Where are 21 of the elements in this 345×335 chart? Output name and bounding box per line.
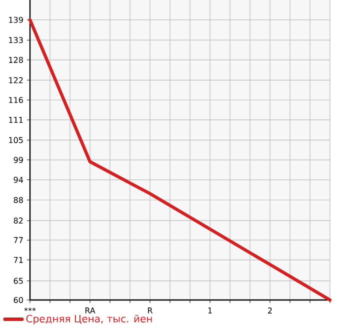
y-tick-label: 122	[9, 77, 23, 84]
y-tick-label: 139	[9, 16, 23, 23]
y-tick-label: 60	[14, 296, 23, 304]
y-tick-label: 116	[9, 96, 23, 104]
x-tick-label: 1	[208, 308, 212, 314]
y-tick-label: 77	[14, 237, 23, 243]
x-tick-label: 2	[268, 308, 272, 314]
y-tick-label: 65	[14, 278, 23, 284]
y-tick-label: 133	[9, 37, 23, 44]
y-tick-label: 128	[9, 56, 23, 63]
x-tick-label: R	[148, 308, 153, 314]
y-tick-label: 71	[14, 257, 23, 263]
x-tick-label: ***	[24, 308, 36, 312]
y-tick-label: 105	[9, 137, 23, 144]
y-tick-label: 99	[14, 156, 23, 163]
legend-label: Средняя Цена, тыс. йен	[26, 314, 152, 324]
y-tick-label: 94	[14, 176, 24, 183]
y-tick-label: 88	[14, 196, 23, 204]
y-tick-label: 111	[9, 116, 23, 123]
x-tick-label: RA	[85, 308, 96, 314]
y-tick-label: 82	[14, 218, 23, 224]
